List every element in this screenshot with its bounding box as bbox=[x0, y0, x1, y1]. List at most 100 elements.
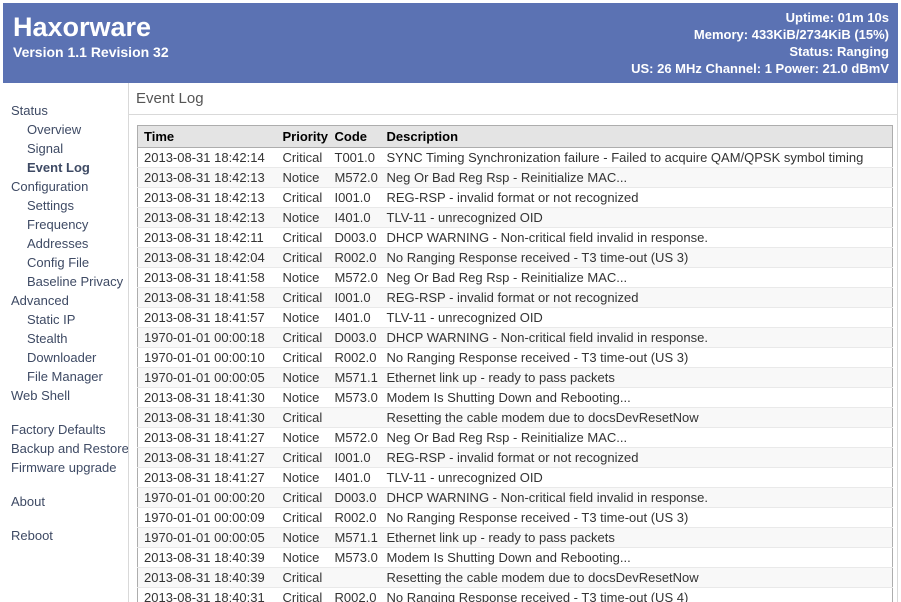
event-table-container: Time Priority Code Description 2013-08-31 1… bbox=[129, 115, 897, 602]
table-row: 2013-08-31 18:41:30 Critical Resetting the… bbox=[137, 407, 893, 428]
sidebar-item-addresses[interactable]: Addresses bbox=[27, 236, 89, 251]
table-row: 2013-08-31 18:41:30 Notice M573.0 Modem Is … bbox=[137, 387, 893, 408]
cell-description: Modem Is Shutting Down and Rebooting... bbox=[380, 387, 893, 408]
status-uptime: Uptime: 01m 10s bbox=[785, 10, 889, 25]
cell-time: 2013-08-31 18:40:39 bbox=[137, 547, 277, 568]
cell-time: 2013-08-31 18:41:27 bbox=[137, 467, 277, 488]
cell-priority: Critical bbox=[276, 287, 329, 308]
cell-priority: Notice bbox=[276, 427, 329, 448]
table-row: 2013-08-31 18:40:39 Notice M573.0 Modem Is … bbox=[137, 547, 893, 568]
cell-priority: Notice bbox=[276, 207, 329, 228]
cell-description: Modem Is Shutting Down and Rebooting... bbox=[380, 547, 893, 568]
sidebar-item-static-ip[interactable]: Static IP bbox=[27, 312, 76, 327]
cell-code: R002.0 bbox=[328, 587, 381, 602]
cell-code: M572.0 bbox=[328, 267, 381, 288]
sidebar-item-about[interactable]: About bbox=[11, 494, 45, 509]
column-header-description: Description bbox=[380, 125, 893, 148]
cell-priority: Notice bbox=[276, 547, 329, 568]
table-row: 1970-01-01 00:00:05 Notice M571.1 Ethernet … bbox=[137, 527, 893, 548]
sidebar-item-configuration[interactable]: Configuration bbox=[11, 179, 89, 194]
cell-priority: Notice bbox=[276, 267, 329, 288]
cell-time: 2013-08-31 18:41:57 bbox=[137, 307, 277, 328]
cell-code: I401.0 bbox=[328, 307, 381, 328]
cell-time: 2013-08-31 18:41:58 bbox=[137, 267, 277, 288]
sidebar-item-stealth[interactable]: Stealth bbox=[27, 331, 68, 346]
cell-code: T001.0 bbox=[328, 147, 381, 168]
sidebar-item-file-manager[interactable]: File Manager bbox=[27, 369, 103, 384]
sidebar-item-settings[interactable]: Settings bbox=[27, 198, 74, 213]
cell-time: 1970-01-01 00:00:20 bbox=[137, 487, 277, 508]
cell-code: D003.0 bbox=[328, 327, 381, 348]
cell-code: M572.0 bbox=[328, 167, 381, 188]
sidebar-item-firmware-upgrade[interactable]: Firmware upgrade bbox=[11, 460, 117, 475]
cell-priority: Notice bbox=[276, 367, 329, 388]
table-row: 2013-08-31 18:42:04 Critical R002.0 No Rang… bbox=[137, 247, 893, 268]
table-row: 2013-08-31 18:42:14 Critical T001.0 SYNC Ti… bbox=[137, 147, 893, 168]
sidebar-item-advanced[interactable]: Advanced bbox=[11, 293, 69, 308]
sidebar-item-status[interactable]: Status bbox=[11, 103, 48, 118]
cell-priority: Notice bbox=[276, 467, 329, 488]
table-row: 2013-08-31 18:41:27 Notice I401.0 TLV-11 - … bbox=[137, 467, 893, 488]
cell-time: 2013-08-31 18:41:30 bbox=[137, 387, 277, 408]
cell-description: SYNC Timing Synchronization failure - Fa… bbox=[380, 147, 893, 168]
sidebar-item-baseline-privacy[interactable]: Baseline Privacy bbox=[27, 274, 124, 289]
table-row: 1970-01-01 00:00:10 Critical R002.0 No Rang… bbox=[137, 347, 893, 368]
cell-description: DHCP WARNING - Non-critical field invali… bbox=[380, 327, 893, 348]
cell-time: 2013-08-31 18:40:31 bbox=[137, 587, 277, 602]
cell-code: I001.0 bbox=[328, 187, 381, 208]
cell-code: M573.0 bbox=[328, 387, 381, 408]
sidebar-nav: Status Overview Signal Event Log Configurati… bbox=[3, 83, 129, 602]
sidebar-item-downloader[interactable]: Downloader bbox=[27, 350, 97, 365]
cell-description: DHCP WARNING - Non-critical field invali… bbox=[380, 227, 893, 248]
status-state: Status: Ranging bbox=[789, 44, 889, 59]
cell-priority: Notice bbox=[276, 387, 329, 408]
cell-code: I001.0 bbox=[328, 447, 381, 468]
cell-priority: Notice bbox=[276, 307, 329, 328]
sidebar-item-config-file[interactable]: Config File bbox=[27, 255, 90, 270]
sidebar-item-frequency[interactable]: Frequency bbox=[27, 217, 89, 232]
cell-priority: Critical bbox=[276, 507, 329, 528]
banner-branding: Haxorware Version 1.1 Revision 32 bbox=[3, 3, 169, 83]
cell-time: 2013-08-31 18:40:39 bbox=[137, 567, 277, 588]
cell-code: R002.0 bbox=[328, 347, 381, 368]
table-row: 2013-08-31 18:40:39 Critical Resetting the… bbox=[137, 567, 893, 588]
table-row: 2013-08-31 18:42:13 Notice I401.0 TLV-11 - … bbox=[137, 207, 893, 228]
cell-time: 2013-08-31 18:41:30 bbox=[137, 407, 277, 428]
cell-priority: Notice bbox=[276, 527, 329, 548]
cell-description: DHCP WARNING - Non-critical field invali… bbox=[380, 487, 893, 508]
table-row: 2013-08-31 18:41:27 Critical I001.0 REG-RSP… bbox=[137, 447, 893, 468]
cell-code bbox=[328, 407, 381, 428]
cell-code: I401.0 bbox=[328, 207, 381, 228]
event-table-header-row: Time Priority Code Description bbox=[137, 125, 893, 148]
column-header-code: Code bbox=[328, 125, 381, 148]
cell-code: M571.1 bbox=[328, 367, 381, 388]
cell-time: 2013-08-31 18:41:27 bbox=[137, 427, 277, 448]
cell-description: Ethernet link up - ready to pass packets bbox=[380, 527, 893, 548]
sidebar-item-backup-and-restore[interactable]: Backup and Restore bbox=[11, 441, 129, 456]
sidebar-item-event-log[interactable]: Event Log bbox=[27, 160, 90, 175]
cell-priority: Critical bbox=[276, 187, 329, 208]
cell-description: TLV-11 - unrecognized OID bbox=[380, 467, 893, 488]
table-row: 1970-01-01 00:00:18 Critical D003.0 DHCP WA… bbox=[137, 327, 893, 348]
sidebar-item-overview[interactable]: Overview bbox=[27, 122, 82, 137]
cell-code: M571.1 bbox=[328, 527, 381, 548]
cell-code: R002.0 bbox=[328, 247, 381, 268]
column-header-time: Time bbox=[137, 125, 277, 148]
cell-description: Ethernet link up - ready to pass packets bbox=[380, 367, 893, 388]
event-table-body: 2013-08-31 18:42:14 Critical T001.0 SYNC Ti… bbox=[137, 147, 893, 602]
cell-code: M572.0 bbox=[328, 427, 381, 448]
table-row: 2013-08-31 18:40:31 Critical R002.0 No Rang… bbox=[137, 587, 893, 602]
sidebar-item-factory-defaults[interactable]: Factory Defaults bbox=[11, 422, 106, 437]
sidebar-item-signal[interactable]: Signal bbox=[27, 141, 64, 156]
cell-time: 2013-08-31 18:42:11 bbox=[137, 227, 277, 248]
cell-description: TLV-11 - unrecognized OID bbox=[380, 207, 893, 228]
cell-time: 2013-08-31 18:42:13 bbox=[137, 187, 277, 208]
table-row: 1970-01-01 00:00:05 Notice M571.1 Ethernet … bbox=[137, 367, 893, 388]
cell-time: 2013-08-31 18:41:27 bbox=[137, 447, 277, 468]
cell-priority: Critical bbox=[276, 587, 329, 602]
cell-time: 1970-01-01 00:00:05 bbox=[137, 367, 277, 388]
table-row: 2013-08-31 18:42:13 Critical I001.0 REG-RSP… bbox=[137, 187, 893, 208]
cell-priority: Critical bbox=[276, 147, 329, 168]
sidebar-item-web-shell[interactable]: Web Shell bbox=[11, 388, 71, 403]
sidebar-item-reboot[interactable]: Reboot bbox=[11, 528, 53, 543]
